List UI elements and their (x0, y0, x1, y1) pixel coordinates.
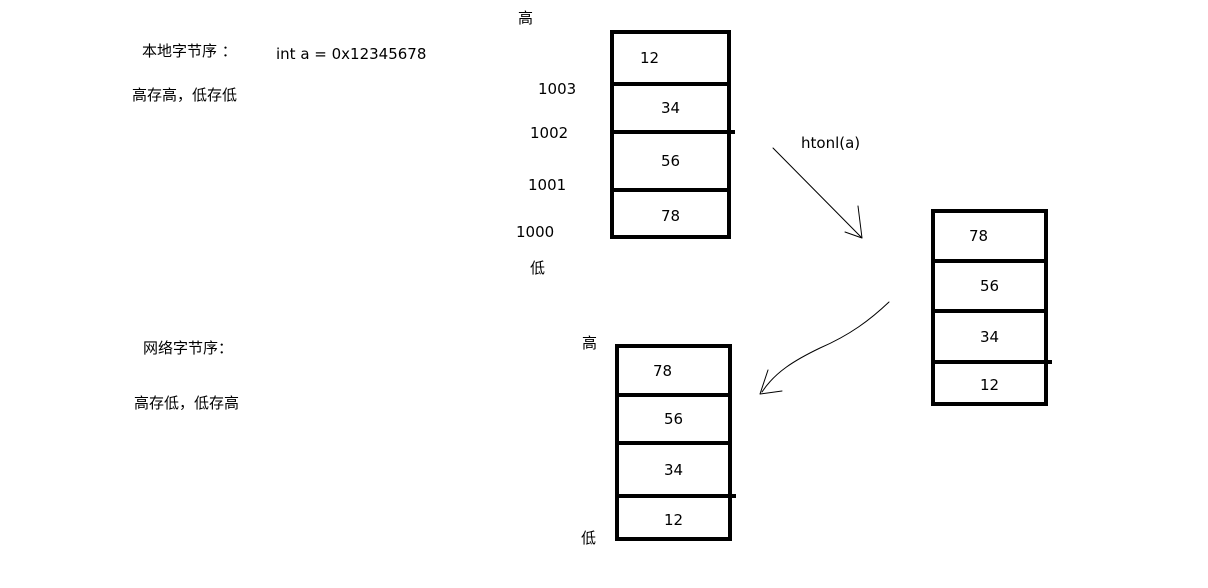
memory-cell: 12 (979, 376, 1000, 394)
bottom-memory-stack: 78 56 34 12 (615, 344, 736, 541)
htonl-arrow-head (844, 205, 863, 239)
cell-divider (610, 130, 735, 134)
memory-cell: 56 (979, 277, 1000, 295)
memory-cell: 34 (979, 327, 1000, 346)
right-memory-stack: 78 56 34 12 (931, 209, 1052, 406)
cell-divider (615, 393, 732, 397)
address-label: 1001 (528, 176, 567, 194)
network-byte-order-title: 网络字节序： (143, 339, 234, 357)
cell-divider (610, 188, 729, 192)
top-memory-stack: 12 34 56 78 (610, 30, 735, 239)
cell-divider (931, 259, 1048, 263)
htonl-label: htonl(a) (801, 134, 861, 152)
local-byte-order-title: 本地字节序 ： (142, 42, 237, 60)
address-label: 1000 (516, 223, 555, 241)
memory-cell: 78 (660, 206, 681, 225)
top-stack-high-label: 高 (518, 9, 534, 27)
bottom-stack-low-label: 低 (581, 529, 597, 547)
memory-cell: 12 (663, 510, 684, 529)
int-declaration: int a = 0x12345678 (276, 45, 427, 63)
memory-cell: 34 (660, 99, 681, 117)
local-byte-order-rule: 高存高，低存低 (132, 86, 238, 104)
bottom-stack-high-label: 高 (582, 334, 598, 352)
memory-cell: 34 (663, 460, 684, 479)
cell-divider (931, 309, 1048, 313)
top-stack-low-label: 低 (530, 259, 546, 277)
cell-divider (931, 360, 1052, 364)
network-byte-order-rule: 高存低，低存高 (134, 394, 240, 412)
memory-cell: 56 (660, 152, 681, 170)
address-label: 1002 (530, 124, 569, 142)
cell-divider (615, 441, 732, 445)
address-label: 1003 (538, 80, 577, 98)
cell-divider (615, 494, 736, 498)
memory-cell: 56 (663, 410, 684, 428)
memory-cell: 78 (653, 361, 673, 380)
return-arrow-head (759, 369, 783, 395)
htonl-arrow-shaft (772, 147, 862, 238)
memory-cell: 12 (640, 49, 660, 67)
cell-divider (610, 82, 729, 86)
return-arrow-shaft (761, 301, 890, 393)
memory-cell: 78 (969, 227, 989, 245)
